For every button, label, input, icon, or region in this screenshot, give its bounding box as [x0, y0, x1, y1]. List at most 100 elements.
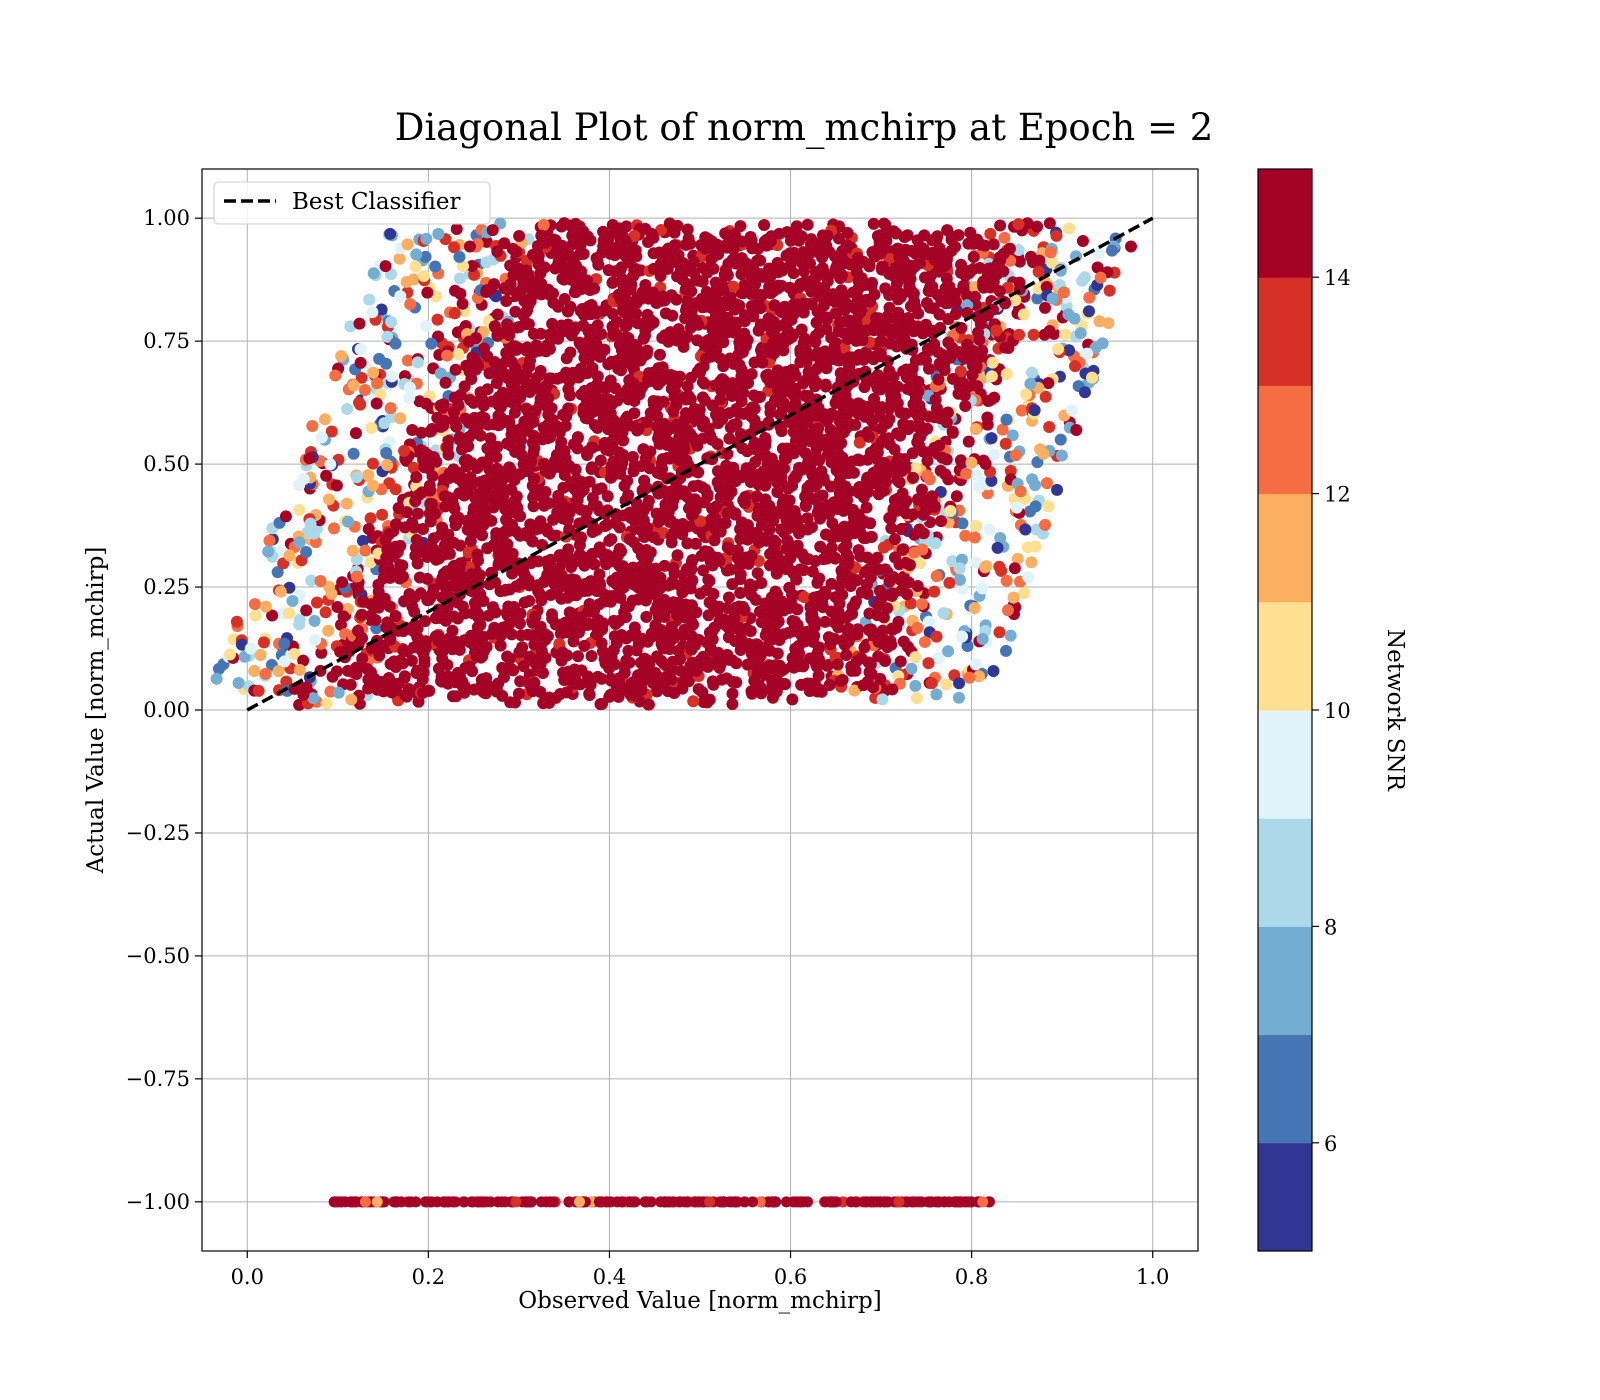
scatter-point — [789, 435, 802, 448]
scatter-point — [590, 585, 603, 598]
scatter-point — [735, 363, 748, 376]
scatter-point — [463, 240, 476, 253]
scatter-point — [364, 556, 377, 569]
scatter-point — [560, 352, 573, 365]
scatter-point — [1024, 377, 1037, 390]
scatter-point — [375, 303, 388, 316]
scatter-point — [731, 316, 744, 329]
scatter-point — [983, 265, 996, 278]
scatter-point — [986, 356, 999, 369]
scatter-point — [406, 600, 419, 613]
scatter-point — [788, 424, 801, 437]
scatter-point — [496, 391, 509, 404]
scatter-point — [874, 347, 887, 360]
scatter-point — [279, 510, 292, 523]
scatter-point — [1010, 501, 1023, 514]
scatter-point — [332, 686, 345, 699]
scatter-point — [322, 624, 335, 637]
scatter-point — [325, 587, 338, 600]
scatter-point — [712, 646, 725, 659]
scatter-point — [730, 472, 743, 485]
scatter-point — [442, 448, 455, 461]
scatter-point — [405, 654, 418, 667]
scatter-point — [1000, 368, 1013, 381]
scatter-point — [416, 686, 429, 699]
scatter-point — [412, 488, 425, 501]
scatter-point — [588, 558, 601, 571]
scatter-point — [414, 587, 427, 600]
scatter-point — [624, 686, 637, 699]
scatter-point — [970, 519, 983, 532]
scatter-point — [351, 582, 364, 595]
scatter-point — [210, 672, 223, 685]
scatter-point — [840, 353, 853, 366]
scatter-point — [726, 698, 739, 711]
scatter-point — [1007, 591, 1020, 604]
scatter-point — [706, 399, 719, 412]
scatter-point — [818, 283, 831, 296]
scatter-point — [530, 485, 543, 498]
scatter-point — [708, 315, 721, 328]
scatter-point — [905, 662, 918, 675]
scatter-point — [724, 563, 737, 576]
scatter-point — [848, 624, 861, 637]
scatter-point — [758, 218, 771, 231]
scatter-point — [454, 287, 467, 300]
scatter-point — [921, 469, 934, 482]
scatter-point — [697, 564, 710, 577]
scatter-point — [623, 533, 636, 546]
scatter-point — [541, 525, 554, 538]
scatter-point — [542, 497, 555, 510]
scatter-point — [674, 264, 687, 277]
scatter-point — [620, 220, 633, 233]
scatter-point — [456, 680, 469, 693]
scatter-point — [833, 579, 846, 592]
scatter-point — [385, 315, 398, 328]
scatter-point — [722, 591, 735, 604]
scatter-point — [999, 437, 1012, 450]
scatter-point — [935, 515, 948, 528]
scatter-point — [985, 370, 998, 383]
scatter-point — [771, 647, 784, 660]
scatter-point — [514, 467, 527, 480]
scatter-point — [734, 632, 747, 645]
scatter-point — [598, 653, 611, 666]
scatter-point — [938, 358, 951, 371]
scatter-point — [945, 244, 958, 257]
scatter-point — [555, 319, 568, 332]
scatter-point — [341, 402, 354, 415]
scatter-point — [657, 419, 670, 432]
scatter-point — [355, 371, 368, 384]
scatter-point — [820, 311, 833, 324]
scatter-point — [646, 286, 659, 299]
scatter-point — [308, 527, 321, 540]
scatter-point — [340, 497, 353, 510]
scatter-point — [835, 564, 848, 577]
scatter-point — [644, 445, 657, 458]
scatter-point — [665, 536, 678, 549]
scatter-point — [706, 598, 719, 611]
scatter-point — [673, 487, 686, 500]
scatter-point — [979, 457, 992, 470]
scatter-point — [390, 518, 403, 531]
scatter-point — [1012, 244, 1025, 257]
scatter-point — [691, 365, 704, 378]
scatter-point — [888, 533, 901, 546]
scatter-point — [932, 652, 945, 665]
scatter-point — [478, 679, 491, 692]
scatter-point — [625, 629, 638, 642]
scatter-point — [464, 393, 477, 406]
scatter-point — [865, 276, 878, 289]
scatter-point — [925, 677, 938, 690]
scatter-point — [591, 670, 604, 683]
scatter-point — [447, 463, 460, 476]
scatter-point — [668, 226, 681, 239]
scatter-point — [723, 463, 736, 476]
scatter-point — [493, 484, 506, 497]
scatter-point — [685, 630, 698, 643]
scatter-point — [933, 308, 946, 321]
scatter-point — [506, 547, 519, 560]
scatter-point — [297, 654, 310, 667]
scatter-point — [424, 497, 437, 510]
scatter-point — [383, 571, 396, 584]
